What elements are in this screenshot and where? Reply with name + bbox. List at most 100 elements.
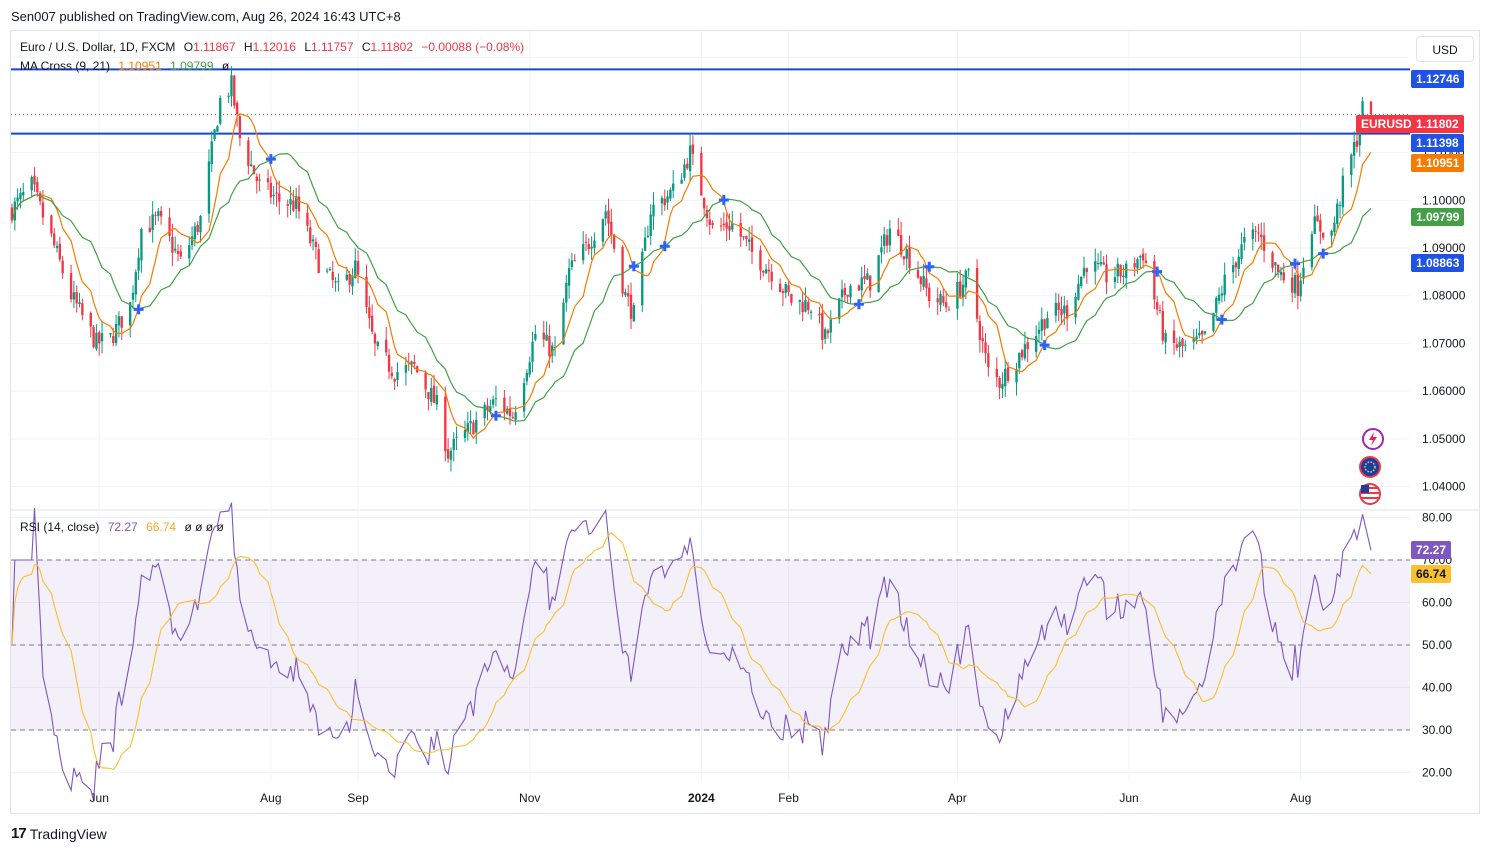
candle-body (570, 260, 574, 267)
candle-body (1369, 101, 1373, 115)
eu-flag-event-icon[interactable] (1359, 456, 1381, 478)
candle-body (19, 192, 22, 200)
candle-body (632, 305, 635, 322)
time-tick-label: Apr (948, 791, 967, 805)
candle-body (593, 240, 596, 248)
candle-body (961, 284, 965, 298)
ma-cross-markers (133, 154, 1329, 421)
candle-body (1291, 277, 1294, 293)
candle-body (1336, 203, 1339, 224)
candle-body (199, 215, 202, 233)
candle-body (171, 236, 174, 253)
candle-body (672, 183, 675, 191)
candle-body (216, 126, 219, 132)
candle-body (928, 287, 931, 301)
us-flag-event-icon[interactable] (1359, 483, 1381, 505)
moving-averages (11, 113, 1372, 440)
candle-body (1319, 220, 1322, 232)
candle-body (1136, 259, 1139, 269)
candle-body (1164, 333, 1167, 343)
candle-body (1057, 302, 1060, 311)
candle-body (621, 246, 624, 294)
candle-body (846, 294, 849, 297)
ma-cross-marker (1216, 314, 1227, 325)
candle-body (75, 292, 78, 304)
candle-body (1234, 262, 1238, 268)
ma-slow-value: 1.09799 (170, 59, 214, 73)
candle-body (849, 285, 852, 298)
candle-body (452, 438, 455, 450)
candle-body (959, 281, 962, 297)
candle-body (356, 260, 360, 275)
candle-body (210, 141, 213, 165)
candle-body (1260, 234, 1263, 238)
ideas-icon[interactable] (1362, 428, 1384, 450)
candle-body (348, 274, 351, 285)
candle-body (1355, 140, 1359, 147)
candle-body (432, 385, 436, 403)
candle-body (55, 246, 59, 248)
candle-body (683, 164, 686, 178)
candle-body (1274, 262, 1277, 266)
time-tick-label: Sep (347, 791, 369, 805)
rsi-band-fill (11, 559, 1410, 731)
candle-body (410, 361, 413, 365)
chart-frame (10, 30, 1480, 814)
candle-body (1296, 273, 1300, 296)
currency-button[interactable]: USD (1416, 36, 1474, 62)
candle-body (1113, 277, 1117, 283)
price-change: −0.00088 (−0.08%) (421, 40, 525, 54)
candle-body (328, 269, 332, 271)
rsi-tag-ma: 66.74 (1411, 565, 1452, 583)
candle-body (1172, 330, 1176, 343)
candle-body (1178, 341, 1181, 348)
candle-body (764, 269, 768, 274)
candle-body (435, 394, 439, 405)
candle-body (1361, 101, 1364, 126)
candle-body (778, 283, 782, 292)
candle-body (663, 198, 666, 206)
candle-body (942, 296, 945, 303)
candle-body (1040, 319, 1043, 331)
candle-body (857, 285, 861, 291)
candle-body (227, 95, 230, 97)
candle-body (247, 140, 250, 166)
rsi-value: 72.27 (107, 520, 138, 534)
candle-body (376, 341, 379, 347)
candle-body (680, 179, 683, 184)
candle-body (311, 239, 315, 242)
footer-brand[interactable]: 17 TradingView (11, 825, 107, 842)
rsi-ma-value: 66.74 (146, 520, 177, 534)
candle-body (1313, 216, 1316, 234)
candle-body (1046, 317, 1049, 329)
candle-body (1240, 244, 1243, 259)
candle-body (196, 225, 199, 232)
candle-body (1192, 337, 1195, 342)
candle-body (188, 245, 191, 259)
price-tag-symbol: EURUSD (1356, 115, 1417, 133)
time-tick-label: Aug (260, 791, 281, 805)
candle-body (750, 237, 754, 252)
candle-body (387, 355, 391, 372)
candle-body (190, 236, 194, 246)
ma-cross-marker (1152, 266, 1163, 277)
publisher-line: Sen007 published on TradingView.com, Aug… (11, 9, 401, 24)
candle-body (573, 260, 576, 262)
candle-body (1184, 344, 1187, 346)
candle-body (69, 273, 73, 300)
candle-body (1037, 329, 1041, 334)
candle-body (1122, 275, 1125, 278)
candle-body (624, 292, 627, 296)
candle-body (168, 217, 171, 236)
candle-body (179, 251, 182, 257)
time-tick-label: Jun (90, 791, 109, 805)
candle-body (1293, 275, 1297, 294)
candle-body (41, 202, 45, 218)
price-tick-label: 1.04000 (1422, 480, 1466, 494)
candle-body (919, 276, 922, 285)
candle-body (607, 210, 610, 224)
candle-body (691, 144, 695, 154)
candle-body (275, 192, 278, 194)
candle-body (877, 255, 880, 293)
